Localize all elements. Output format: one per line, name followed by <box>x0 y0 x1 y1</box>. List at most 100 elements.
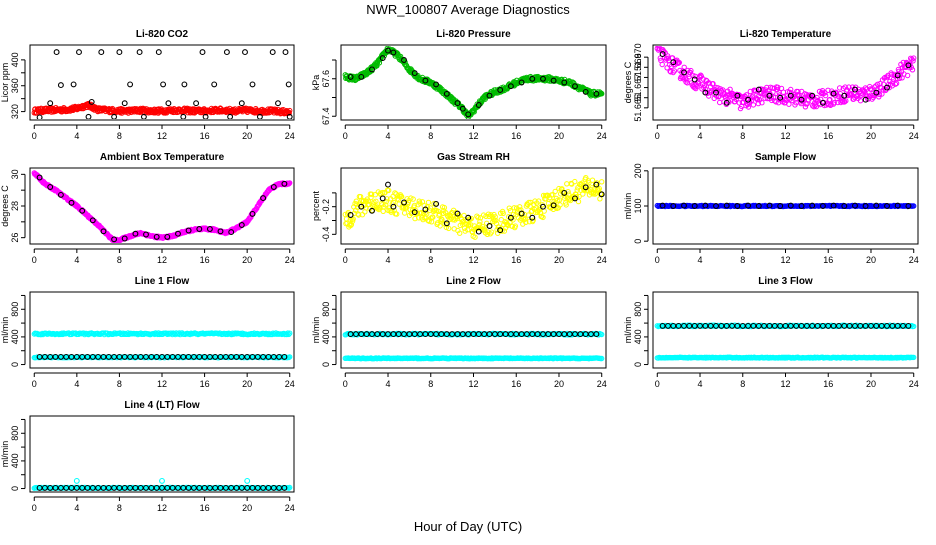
panel-title: Ambient Box Temperature <box>100 152 225 163</box>
data-point <box>692 77 697 82</box>
panel-title: Line 3 Flow <box>758 276 813 287</box>
data-point <box>48 101 53 106</box>
y-tick-label: 800 <box>633 302 643 317</box>
data-point <box>59 83 64 88</box>
data-point <box>402 211 406 215</box>
figure-title: NWR_100807 Average Diagnostics <box>366 2 570 17</box>
x-tick-label: 24 <box>285 503 295 513</box>
x-tick-label: 8 <box>740 379 745 389</box>
y-tick-label: 400 <box>10 52 20 67</box>
x-tick-label: 4 <box>386 379 391 389</box>
panel-title: Line 4 (LT) Flow <box>124 400 200 411</box>
plot-area <box>343 176 604 240</box>
x-tick-label: 12 <box>157 255 167 265</box>
x-tick-label: 8 <box>428 131 433 141</box>
data-point <box>573 179 577 183</box>
y-tick-label: 200 <box>633 163 643 178</box>
x-tick-label: 20 <box>866 255 876 265</box>
y-tick-label: 0 <box>633 239 643 244</box>
data-point <box>128 82 133 87</box>
y-axis-label: ml/min <box>311 317 321 344</box>
x-tick-label: 16 <box>511 131 521 141</box>
x-tick-label: 12 <box>157 379 167 389</box>
series-1 <box>343 356 604 361</box>
panel-title: Gas Stream RH <box>437 152 510 163</box>
x-tick-label: 0 <box>343 255 348 265</box>
data-point <box>565 182 569 186</box>
data-point <box>166 101 171 106</box>
data-point <box>161 82 166 87</box>
plot-frame <box>30 416 294 492</box>
x-tick-label: 12 <box>468 379 478 389</box>
y-axis-label: Licor ppm <box>0 63 10 103</box>
y-tick-label: 400 <box>633 329 643 344</box>
x-tick-label: 16 <box>823 255 833 265</box>
x-tick-label: 20 <box>866 379 876 389</box>
y-tick-label: 0 <box>10 362 20 367</box>
x-tick-label: 0 <box>32 379 37 389</box>
data-point <box>137 50 142 55</box>
x-tick-label: 4 <box>698 255 703 265</box>
plot-area <box>32 479 292 491</box>
x-tick-label: 24 <box>597 131 607 141</box>
data-point <box>660 62 664 66</box>
data-point <box>598 197 602 201</box>
x-tick-label: 20 <box>554 255 564 265</box>
x-tick-label: 16 <box>200 255 210 265</box>
plot-area <box>32 50 292 120</box>
y-tick-label: 400 <box>10 453 20 468</box>
y-axis-label: ml/min <box>0 317 10 344</box>
y-tick-label: 360 <box>10 78 20 93</box>
data-point <box>283 50 288 55</box>
x-tick-label: 20 <box>242 255 252 265</box>
x-tick-label: 16 <box>200 379 210 389</box>
x-tick-label: 0 <box>655 131 660 141</box>
plot-area <box>32 331 292 360</box>
y-tick-label: 800 <box>321 302 331 317</box>
y-tick-label: -0.4 <box>321 227 331 243</box>
x-tick-label: 24 <box>285 255 295 265</box>
series-0 <box>32 101 292 116</box>
y-tick-label: 100 <box>633 198 643 213</box>
panel-title: Li-820 Pressure <box>436 29 511 40</box>
data-point <box>228 114 233 119</box>
y-axis: 67.467.6 <box>321 60 336 125</box>
x-tick-label: 24 <box>909 255 919 265</box>
plot-area <box>343 46 604 119</box>
data-point <box>243 50 248 55</box>
x-tick-label: 4 <box>74 379 79 389</box>
y-tick-label: 800 <box>10 302 20 317</box>
data-point <box>200 50 205 55</box>
data-point <box>122 101 127 106</box>
series-0 <box>32 331 292 337</box>
x-tick-label: 8 <box>117 255 122 265</box>
x-tick-label: 4 <box>74 503 79 513</box>
y-tick-label: 67.6 <box>321 70 331 88</box>
y-tick-label: 800 <box>10 426 20 441</box>
data-point <box>590 178 594 182</box>
x-axis-label: Hour of Day (UTC) <box>414 519 522 534</box>
data-point <box>751 103 755 107</box>
x-tick-label: 16 <box>511 379 521 389</box>
data-point <box>77 50 82 55</box>
x-tick-label: 20 <box>554 131 564 141</box>
x-tick-label: 16 <box>823 379 833 389</box>
y-tick-label: 0 <box>321 362 331 367</box>
x-tick-label: 12 <box>780 131 790 141</box>
x-tick-label: 16 <box>511 255 521 265</box>
x-tick-label: 0 <box>343 379 348 389</box>
panel-title: Li-820 CO2 <box>136 29 189 40</box>
x-tick-label: 12 <box>780 379 790 389</box>
